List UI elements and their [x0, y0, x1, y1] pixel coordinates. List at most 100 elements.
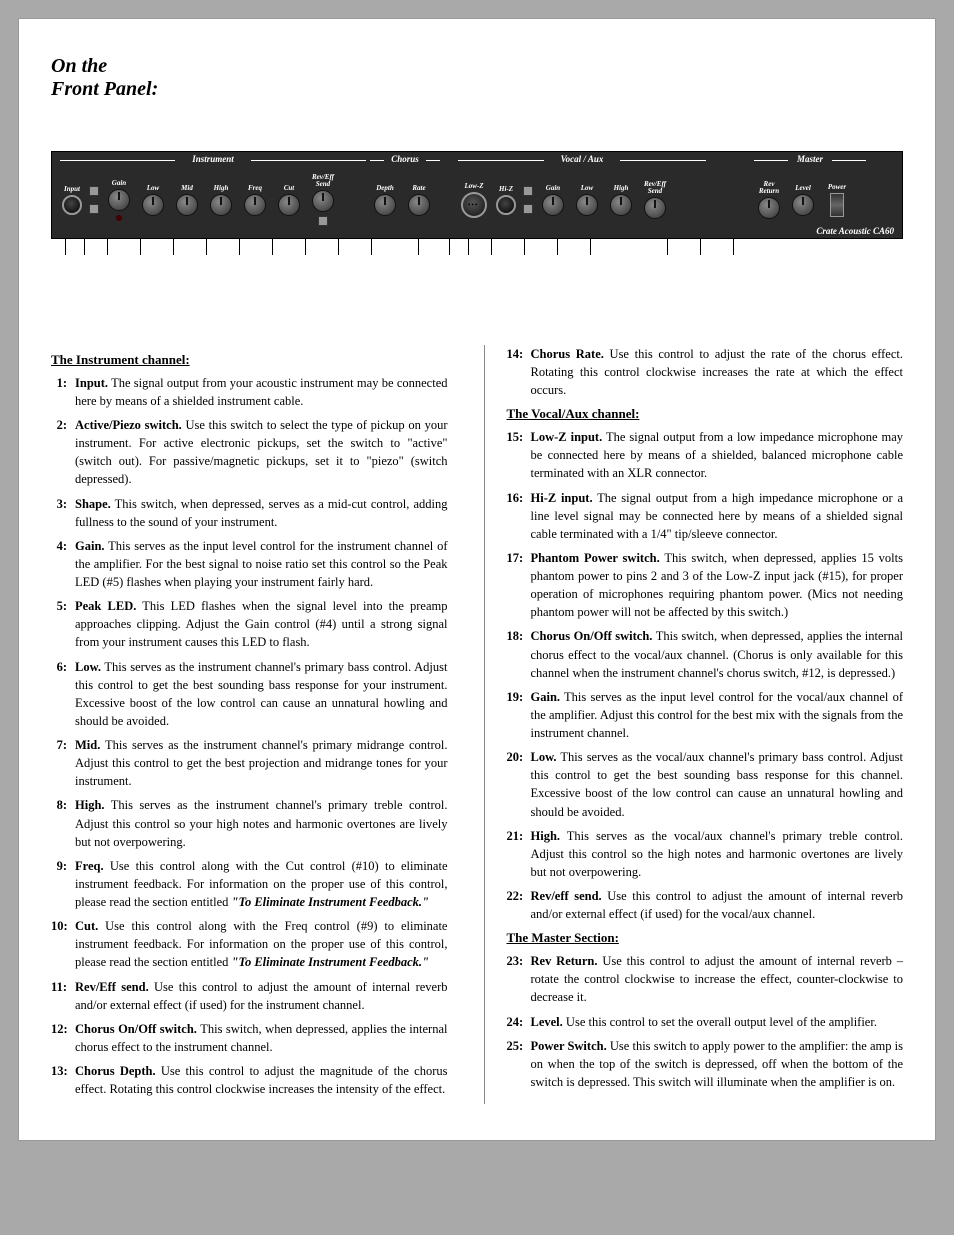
rate-col: Rate	[402, 185, 436, 216]
power-label: Power	[828, 184, 846, 191]
item-18: 18:Chorus On/Off switch. This switch, wh…	[507, 627, 904, 681]
gain-knob	[108, 189, 130, 211]
page: On the Front Panel: Instrument Input	[18, 18, 936, 1141]
mid-knob	[176, 194, 198, 216]
active-piezo-switch	[89, 186, 99, 196]
low-col: Low	[136, 185, 170, 216]
vocal-aux-section: Vocal / Aux Low-Z Hi-Z Gain	[456, 156, 708, 234]
item-14: 14:Chorus Rate. Use this control to adju…	[507, 345, 904, 399]
right-column: 14:Chorus Rate. Use this control to adju…	[484, 345, 904, 1104]
revreturn-label: Rev Return	[759, 181, 779, 195]
v-low-col: Low	[570, 185, 604, 216]
item-20: 20:Low. This serves as the vocal/aux cha…	[507, 748, 904, 821]
brand-text: Crate Acoustic CA60	[816, 226, 894, 236]
high-label: High	[214, 185, 229, 192]
reveff-label: Rev/Eff Send	[312, 174, 334, 188]
item-19: 19:Gain. This serves as the input level …	[507, 688, 904, 742]
item-17: 17:Phantom Power switch. This switch, wh…	[507, 549, 904, 622]
item-1: 1:Input. The signal output from your aco…	[51, 374, 448, 410]
reveff-col: Rev/Eff Send	[306, 174, 340, 226]
gain-col: Gain	[102, 180, 136, 221]
v-high-knob	[610, 194, 632, 216]
item-8: 8:High. This serves as the instrument ch…	[51, 796, 448, 850]
description-columns: The Instrument channel: 1:Input. The sig…	[51, 345, 903, 1104]
item-22: 22:Rev/eff send. Use this control to adj…	[507, 887, 904, 923]
mid-label: Mid	[181, 185, 193, 192]
lowz-jack	[461, 192, 487, 218]
page-title: On the Front Panel:	[51, 55, 903, 101]
chorus-section-label: Chorus	[391, 154, 419, 164]
title-line-2: Front Panel:	[51, 78, 903, 101]
peak-led	[116, 215, 122, 221]
depth-knob	[374, 194, 396, 216]
chorus-vocal-switch	[523, 204, 533, 214]
power-switch	[830, 193, 844, 217]
level-col: Level	[786, 185, 820, 216]
amp-panel: Instrument Input Gain	[51, 151, 903, 239]
v-reveff-label: Rev/Eff Send	[644, 181, 666, 195]
vocal-channel-head: The Vocal/Aux channel:	[507, 405, 904, 424]
item-12: 12:Chorus On/Off switch. This switch, wh…	[51, 1020, 448, 1056]
instrument-channel-head: The Instrument channel:	[51, 351, 448, 370]
item-6: 6:Low. This serves as the instrument cha…	[51, 658, 448, 731]
item-4: 4:Gain. This serves as the input level c…	[51, 537, 448, 591]
v-low-knob	[576, 194, 598, 216]
item-13: 13:Chorus Depth. Use this control to adj…	[51, 1062, 448, 1098]
hiz-jack	[496, 195, 516, 215]
input-label: Input	[64, 186, 80, 193]
chorus-section: Chorus Depth Rate	[368, 156, 442, 234]
depth-col: Depth	[368, 185, 402, 216]
left-column: The Instrument channel: 1:Input. The sig…	[51, 345, 448, 1104]
freq-col: Freq	[238, 185, 272, 216]
hiz-label: Hi-Z	[499, 186, 513, 193]
item-25: 25:Power Switch. Use this switch to appl…	[507, 1037, 904, 1091]
item-10: 10:Cut. Use this control along with the …	[51, 917, 448, 971]
phantom-switch	[523, 186, 533, 196]
rate-label: Rate	[412, 185, 425, 192]
cut-col: Cut	[272, 185, 306, 216]
instrument-section-label: Instrument	[192, 154, 234, 164]
lowz-col: Low-Z	[456, 183, 492, 218]
item-7: 7:Mid. This serves as the instrument cha…	[51, 736, 448, 790]
item-2: 2:Active/Piezo switch. Use this switch t…	[51, 416, 448, 489]
v-high-label: High	[614, 185, 629, 192]
level-knob	[792, 194, 814, 216]
low-knob	[142, 194, 164, 216]
vocal-aux-section-label: Vocal / Aux	[561, 154, 604, 164]
chorus-onoff-switch	[318, 216, 328, 226]
power-col: Power	[820, 184, 854, 217]
high-knob	[210, 194, 232, 216]
v-gain-col: Gain	[536, 185, 570, 216]
instrument-section: Instrument Input Gain	[58, 156, 368, 234]
item-11: 11:Rev/Eff send. Use this control to adj…	[51, 978, 448, 1014]
item-16: 16:Hi-Z input. The signal output from a …	[507, 489, 904, 543]
revreturn-col: Rev Return	[752, 181, 786, 219]
v-gain-knob	[542, 194, 564, 216]
v-low-label: Low	[581, 185, 593, 192]
depth-label: Depth	[376, 185, 394, 192]
item-21: 21:High. This serves as the vocal/aux ch…	[507, 827, 904, 881]
freq-knob	[244, 194, 266, 216]
reveff-knob	[312, 190, 334, 212]
master-section: Master Rev Return Level Power	[752, 156, 868, 234]
active-piezo-col	[86, 186, 102, 214]
cut-knob	[278, 194, 300, 216]
item-24: 24:Level. Use this control to set the ov…	[507, 1013, 904, 1031]
hiz-col: Hi-Z	[492, 186, 520, 215]
item-9: 9:Freq. Use this control along with the …	[51, 857, 448, 911]
freq-label: Freq	[248, 185, 262, 192]
v-gain-label: Gain	[546, 185, 560, 192]
cut-label: Cut	[284, 185, 295, 192]
input-jack	[62, 195, 82, 215]
v-reveff-col: Rev/Eff Send	[638, 181, 672, 219]
master-section-head: The Master Section:	[507, 929, 904, 948]
input-jack-col: Input	[58, 186, 86, 215]
title-line-1: On the	[51, 55, 903, 78]
item-23: 23:Rev Return. Use this control to adjus…	[507, 952, 904, 1006]
item-3: 3:Shape. This switch, when depressed, se…	[51, 495, 448, 531]
mid-col: Mid	[170, 185, 204, 216]
phantom-col	[520, 186, 536, 214]
master-section-label: Master	[797, 154, 823, 164]
v-reveff-knob	[644, 197, 666, 219]
lowz-label: Low-Z	[464, 183, 483, 190]
